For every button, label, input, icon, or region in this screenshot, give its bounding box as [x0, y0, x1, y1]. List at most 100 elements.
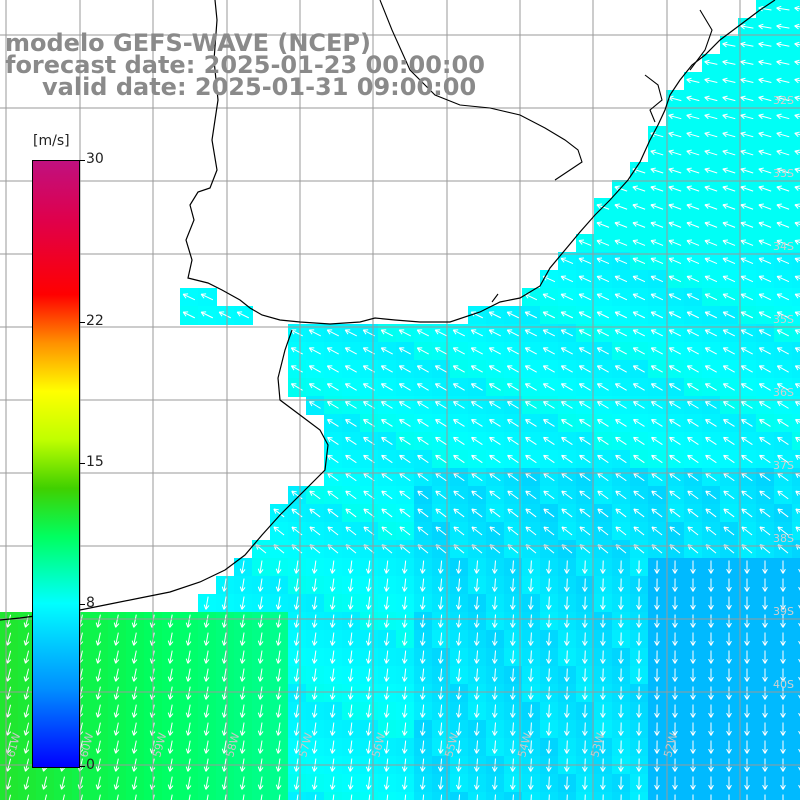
wind-arrow	[614, 365, 627, 373]
ocean-cell	[558, 774, 577, 793]
wind-arrow	[776, 293, 790, 301]
wind-arrow	[473, 722, 480, 736]
wind-arrow	[650, 311, 664, 319]
ocean-cell	[234, 558, 253, 577]
ocean-cell	[90, 612, 109, 631]
wind-arrow	[510, 614, 516, 628]
wind-arrow	[182, 293, 196, 301]
wind-arrow	[419, 668, 426, 682]
wind-arrow	[776, 275, 790, 283]
wind-arrow	[455, 740, 462, 754]
ocean-cell	[108, 774, 127, 793]
wind-arrow	[614, 311, 628, 319]
wind-arrow	[686, 185, 700, 192]
ocean-cell	[18, 792, 37, 800]
ocean-cell	[234, 774, 253, 793]
wind-arrow	[381, 436, 393, 445]
wind-arrow	[257, 560, 264, 574]
wind-arrow	[654, 560, 660, 574]
wind-arrow	[686, 239, 700, 246]
wind-arrow	[726, 668, 732, 682]
wind-arrow	[401, 578, 408, 592]
wind-arrow	[494, 794, 496, 800]
wind-arrow	[473, 776, 480, 790]
wind-arrow	[383, 560, 390, 574]
ocean-cell	[216, 720, 235, 739]
wind-arrow	[744, 776, 750, 790]
wind-arrow	[741, 508, 753, 518]
ocean-cell	[432, 774, 451, 793]
ocean-cell	[486, 774, 505, 793]
wind-arrow	[399, 401, 411, 409]
ocean-cell	[522, 738, 541, 757]
wind-arrow	[690, 776, 696, 790]
ocean-cell	[684, 558, 703, 577]
wind-arrow	[167, 650, 174, 664]
ocean-cell	[576, 558, 595, 577]
wind-arrow	[399, 436, 411, 445]
wind-arrow	[614, 203, 628, 210]
wind-arrow	[290, 365, 303, 373]
wind-arrow	[203, 614, 210, 628]
wind-arrow	[239, 614, 246, 628]
ocean-cell	[684, 720, 703, 739]
ocean-cell	[126, 702, 145, 721]
wind-arrow	[560, 383, 573, 391]
ocean-cell	[324, 648, 343, 667]
wind-arrow	[437, 722, 444, 736]
wind-arrow	[776, 329, 790, 337]
wind-arrow	[686, 293, 700, 301]
wind-arrow	[704, 347, 717, 355]
wind-arrow	[239, 722, 246, 736]
wind-arrow	[476, 794, 479, 800]
wind-arrow	[543, 436, 555, 445]
wind-arrow	[399, 454, 411, 464]
wind-arrow	[347, 560, 354, 574]
ocean-cell	[630, 612, 649, 631]
wind-arrow	[632, 185, 646, 192]
ocean-cell	[180, 684, 199, 703]
wind-arrow	[690, 722, 696, 736]
ocean-cell	[540, 612, 559, 631]
ocean-cell	[576, 738, 595, 757]
wind-arrow	[564, 560, 570, 574]
wind-arrow	[636, 740, 642, 754]
wind-arrow	[632, 257, 646, 265]
wind-arrow	[293, 686, 300, 700]
coastline	[185, 0, 776, 325]
ocean-cell	[522, 630, 541, 649]
wind-arrow	[329, 776, 336, 790]
wind-arrow	[455, 668, 462, 682]
ocean-cell	[252, 558, 271, 577]
wind-arrow	[95, 776, 102, 790]
wind-arrow	[473, 650, 480, 664]
wind-arrow	[672, 776, 678, 790]
wind-arrow	[722, 311, 736, 319]
wind-arrow	[579, 454, 591, 464]
wind-arrow	[690, 668, 696, 682]
wind-arrow	[722, 365, 735, 373]
ocean-cell	[126, 774, 145, 793]
ocean-cell	[630, 630, 649, 649]
wind-arrow	[650, 167, 664, 174]
wind-arrow	[344, 383, 357, 391]
wind-arrow	[776, 77, 790, 84]
wind-arrow	[314, 794, 317, 800]
ocean-cell	[468, 630, 487, 649]
ocean-cell	[648, 558, 667, 577]
ocean-cell	[270, 594, 289, 613]
ocean-cell	[522, 774, 541, 793]
wind-arrow	[704, 365, 717, 373]
ocean-cell	[792, 270, 800, 289]
wind-arrow	[776, 203, 790, 210]
wind-arrow	[311, 776, 318, 790]
wind-arrow	[672, 632, 678, 646]
ocean-cell	[540, 720, 559, 739]
colorbar-tick-label: 22	[86, 312, 104, 329]
wind-arrow	[309, 508, 321, 518]
wind-arrow	[386, 794, 389, 800]
ocean-cell	[630, 774, 649, 793]
wind-arrow	[419, 632, 426, 646]
wind-arrow	[740, 203, 754, 210]
wind-arrow	[578, 365, 591, 373]
